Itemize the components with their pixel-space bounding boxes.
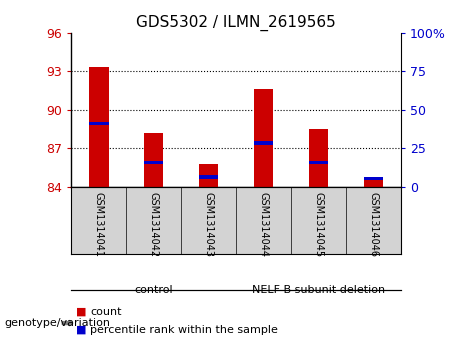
Bar [364, 177, 383, 187]
Text: GSM1314041: GSM1314041 [94, 192, 104, 257]
Text: control: control [135, 285, 173, 295]
Bar [254, 141, 273, 144]
Bar [309, 129, 328, 187]
Bar [254, 89, 273, 187]
Text: genotype/variation: genotype/variation [5, 318, 111, 328]
Bar [89, 67, 108, 187]
Bar [144, 161, 164, 164]
Bar [199, 164, 219, 187]
Text: NELF B subunit deletion: NELF B subunit deletion [252, 285, 385, 295]
Text: ■: ■ [76, 307, 87, 317]
Text: GSM1314043: GSM1314043 [204, 192, 214, 257]
Bar [144, 133, 164, 187]
Text: GSM1314044: GSM1314044 [259, 192, 269, 257]
Bar [364, 177, 383, 180]
Text: ■: ■ [76, 325, 87, 335]
Bar [309, 161, 328, 164]
Text: GSM1314045: GSM1314045 [313, 192, 324, 257]
Text: GSM1314046: GSM1314046 [369, 192, 378, 257]
Text: count: count [90, 307, 121, 317]
Title: GDS5302 / ILMN_2619565: GDS5302 / ILMN_2619565 [136, 15, 336, 31]
Text: percentile rank within the sample: percentile rank within the sample [90, 325, 278, 335]
Bar [199, 175, 219, 179]
Text: GSM1314042: GSM1314042 [149, 192, 159, 257]
Bar [89, 122, 108, 125]
